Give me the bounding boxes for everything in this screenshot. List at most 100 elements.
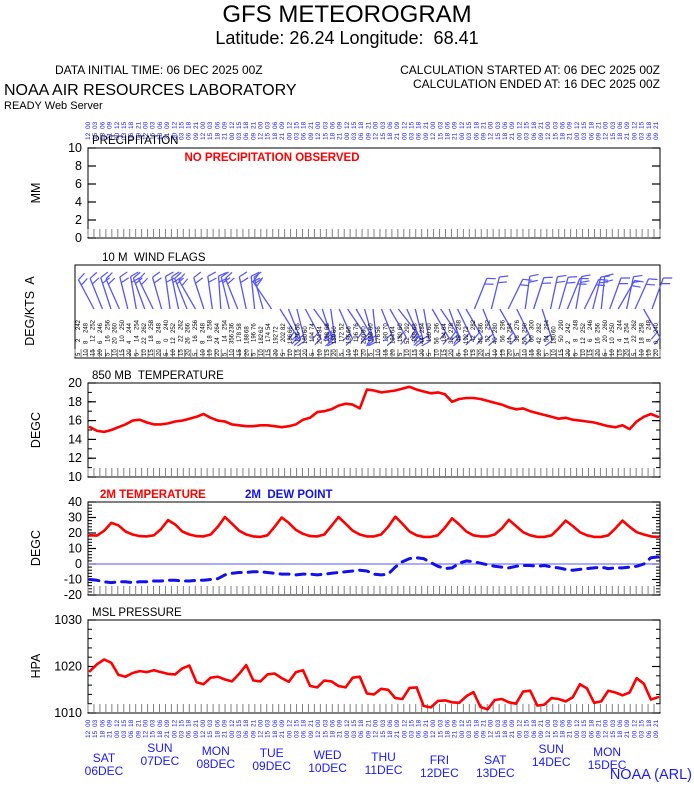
svg-text:15: 15 (495, 730, 502, 738)
svg-text:22: 22 (632, 335, 638, 342)
svg-text:00: 00 (85, 121, 92, 129)
svg-text:20: 20 (537, 349, 543, 356)
svg-text:00: 00 (344, 132, 351, 140)
svg-text:5: 5 (252, 352, 258, 356)
svg-text:21: 21 (423, 121, 430, 129)
svg-text:06: 06 (531, 730, 538, 738)
svg-text:10: 10 (259, 349, 265, 356)
svg-text:06: 06 (128, 132, 135, 140)
svg-text:250: 250 (120, 319, 126, 330)
svg-text:244: 244 (617, 319, 623, 330)
svg-text:18: 18 (329, 132, 336, 140)
svg-text:18: 18 (588, 719, 595, 727)
svg-text:15: 15 (178, 719, 185, 727)
svg-text:03: 03 (495, 719, 502, 727)
svg-text:44: 44 (508, 337, 514, 344)
svg-text:60: 60 (332, 326, 338, 333)
svg-text:03: 03 (524, 730, 531, 738)
svg-text:09: 09 (452, 719, 459, 727)
svg-text:00: 00 (373, 121, 380, 129)
svg-text:21: 21 (193, 719, 200, 727)
svg-text:6: 6 (588, 338, 594, 342)
svg-text:180: 180 (552, 333, 558, 344)
svg-text:66: 66 (347, 326, 353, 333)
svg-text:258: 258 (208, 319, 214, 330)
svg-text:262: 262 (142, 322, 148, 333)
svg-text:21: 21 (480, 121, 487, 129)
svg-text:15: 15 (92, 132, 99, 140)
svg-text:00: 00 (200, 719, 207, 727)
bottom-hour-strip: 0012031506180921120015031806210900120315… (85, 719, 660, 738)
svg-text:36: 36 (515, 335, 521, 342)
svg-text:09: 09 (250, 730, 257, 738)
svg-text:09: 09 (222, 719, 229, 727)
svg-text:10: 10 (200, 349, 206, 356)
svg-text:00: 00 (430, 121, 437, 129)
svg-text:03: 03 (294, 730, 301, 738)
svg-text:21: 21 (509, 132, 516, 140)
svg-text:20: 20 (508, 349, 514, 356)
svg-text:03: 03 (150, 121, 157, 129)
svg-text:10: 10 (405, 349, 411, 356)
svg-text:18: 18 (473, 719, 480, 727)
svg-text:12: 12 (85, 730, 92, 738)
svg-text:00: 00 (631, 132, 638, 140)
svg-text:18: 18 (186, 719, 193, 727)
svg-text:242: 242 (76, 319, 82, 330)
svg-text:15: 15 (409, 121, 416, 129)
svg-text:09: 09 (595, 730, 602, 738)
svg-text:20: 20 (215, 349, 221, 356)
svg-text:00: 00 (574, 730, 581, 738)
svg-text:248: 248 (83, 322, 89, 333)
svg-text:192: 192 (464, 333, 470, 344)
svg-text:252: 252 (91, 319, 97, 330)
data-initial-time: DATA INITIAL TIME: 06 DEC 2025 00Z (55, 63, 263, 77)
svg-text:5: 5 (164, 352, 170, 356)
svg-text:00: 00 (258, 121, 265, 129)
svg-text:18: 18 (531, 121, 538, 129)
svg-text:03: 03 (610, 719, 617, 727)
ylabel-2m-degc: DEGC (29, 529, 43, 567)
svg-text:18: 18 (588, 121, 595, 129)
svg-text:15: 15 (266, 349, 272, 356)
svg-text:21: 21 (567, 730, 574, 738)
svg-text:12: 12 (114, 719, 121, 727)
svg-text:00: 00 (516, 132, 523, 140)
svg-text:248: 248 (574, 319, 580, 330)
svg-text:8: 8 (200, 340, 206, 344)
date-label: SAT 13DEC (475, 753, 515, 780)
svg-text:06: 06 (473, 132, 480, 140)
svg-text:15: 15 (351, 719, 358, 727)
svg-text:54: 54 (266, 323, 272, 330)
svg-text:0: 0 (164, 338, 170, 342)
svg-text:58: 58 (237, 323, 243, 330)
svg-text:06: 06 (444, 719, 451, 727)
svg-text:03: 03 (552, 121, 559, 129)
svg-text:188: 188 (325, 331, 331, 342)
svg-text:12: 12 (344, 121, 351, 129)
svg-text:03: 03 (178, 132, 185, 140)
svg-text:15: 15 (530, 349, 536, 356)
svg-text:15: 15 (524, 719, 531, 727)
svg-text:294: 294 (544, 319, 550, 330)
svg-text:18: 18 (157, 132, 164, 140)
svg-text:292: 292 (486, 319, 492, 330)
svg-text:09: 09 (452, 121, 459, 129)
svg-text:200: 200 (361, 333, 367, 344)
svg-text:03: 03 (207, 121, 214, 129)
svg-text:09: 09 (107, 719, 114, 727)
svg-text:18: 18 (639, 337, 645, 344)
svg-text:18: 18 (646, 719, 653, 727)
svg-text:172: 172 (339, 331, 345, 342)
svg-text:21: 21 (250, 719, 257, 727)
svg-text:15: 15 (237, 349, 243, 356)
svg-text:8: 8 (75, 159, 82, 173)
svg-text:5: 5 (222, 352, 228, 356)
svg-text:60: 60 (398, 323, 404, 330)
svg-text:180: 180 (427, 331, 433, 342)
svg-text:296: 296 (435, 322, 441, 333)
svg-text:74: 74 (310, 323, 316, 330)
svg-text:09: 09 (164, 719, 171, 727)
svg-text:12: 12 (574, 719, 581, 727)
